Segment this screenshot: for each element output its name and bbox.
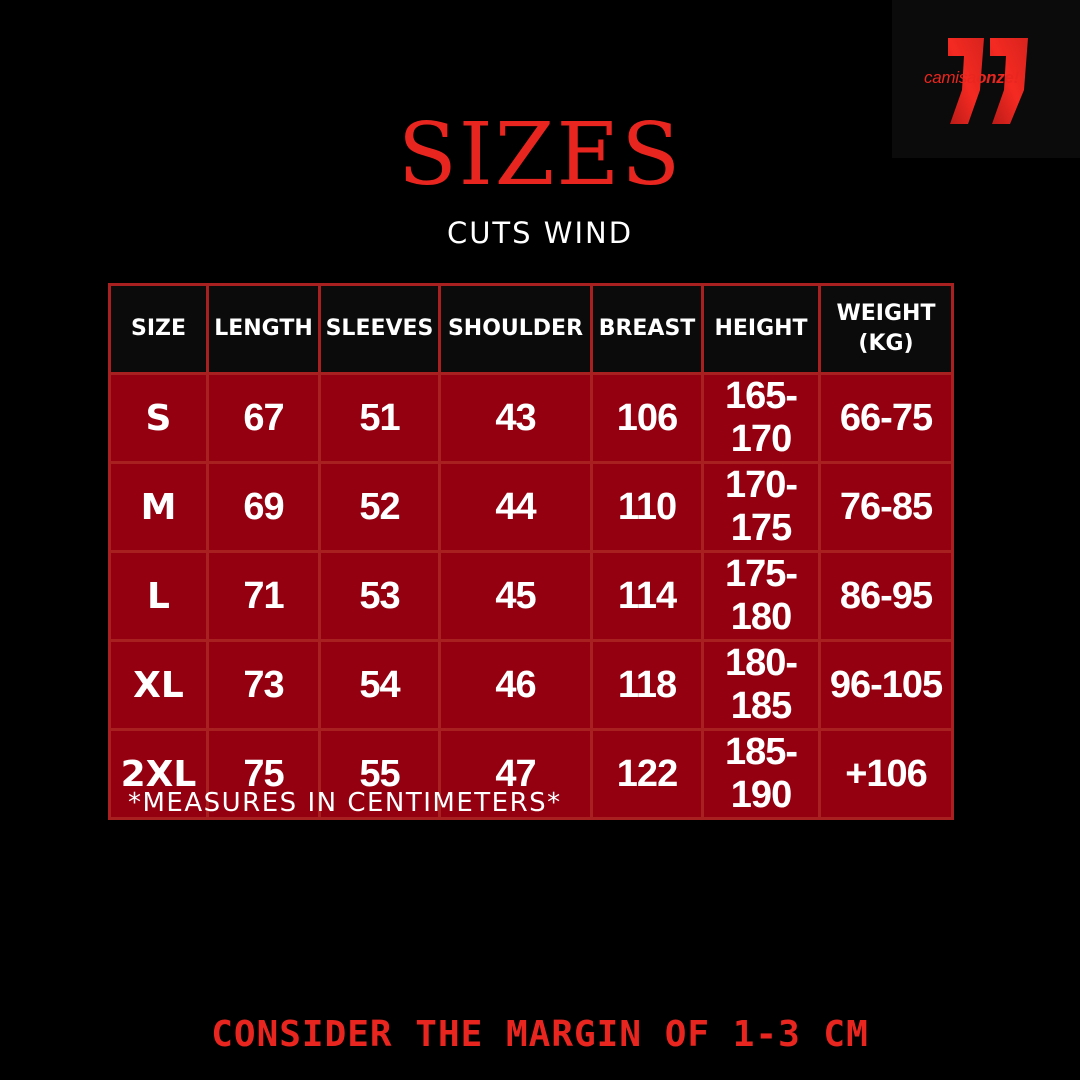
cell-sleeves: 52 [318, 461, 441, 553]
cell-shoulder: 46 [438, 639, 593, 731]
cell-length: 67 [206, 372, 321, 464]
cell-size: S [108, 372, 209, 464]
cell-size: M [108, 461, 209, 553]
table-header-row: SIZE LENGTH SLEEVES SHOULDER BREAST HEIG… [108, 283, 954, 375]
cell-value: 165-170 [724, 375, 798, 460]
cell-value: 55 [359, 752, 400, 795]
cell-value: 76-85 [839, 485, 933, 528]
header-shoulder: SHOULDER [438, 283, 593, 375]
cell-value: 180-185 [724, 642, 798, 727]
table-row: L 71 53 45 114 175-180 86-95 [108, 550, 954, 642]
page-subtitle: CUTS WIND [446, 216, 634, 250]
logo-text-light: camisa [924, 68, 977, 87]
cell-value: 71 [243, 574, 284, 617]
cell-value: 114 [617, 574, 677, 617]
cell-shoulder: 47 [438, 728, 593, 820]
cell-value: 118 [617, 663, 677, 706]
cell-value: 44 [495, 485, 536, 528]
cell-weight: 86-95 [818, 550, 954, 642]
logo-text-bold: onze! [976, 68, 1019, 87]
logo-wordmark: camisaonze! [924, 68, 1019, 88]
eleven-logo-icon [948, 38, 1028, 124]
cell-breast: 110 [590, 461, 704, 553]
header-length: LENGTH [206, 283, 321, 375]
cell-height: 180-185 [701, 639, 821, 731]
header-size: SIZE [108, 283, 209, 375]
cell-sleeves: 54 [318, 639, 441, 731]
cell-sleeves: 53 [318, 550, 441, 642]
table-row: 2XL 75 55 47 122 185-190 +106 [108, 728, 954, 820]
cell-value: 96-105 [829, 663, 943, 706]
cell-value: +106 [845, 752, 928, 795]
header-breast: BREAST [590, 283, 704, 375]
cell-value: 75 [243, 752, 284, 795]
cell-value: 69 [243, 485, 284, 528]
cell-height: 170-175 [701, 461, 821, 553]
cell-value: 110 [617, 485, 677, 528]
cell-breast: 118 [590, 639, 704, 731]
cell-value: 45 [495, 574, 536, 617]
cell-value: 170-175 [724, 464, 798, 549]
cell-size: L [108, 550, 209, 642]
cell-length: 73 [206, 639, 321, 731]
cell-weight: +106 [818, 728, 954, 820]
cell-value: 51 [359, 396, 400, 439]
cell-value: 122 [616, 752, 678, 795]
page-title: SIZES [397, 105, 683, 205]
cell-shoulder: 44 [438, 461, 593, 553]
cell-value: 185-190 [724, 731, 798, 816]
cell-value: 73 [243, 663, 284, 706]
header-sleeves: SLEEVES [318, 283, 441, 375]
size-table: SIZE LENGTH SLEEVES SHOULDER BREAST HEIG… [108, 283, 954, 820]
cell-value: 106 [616, 396, 678, 439]
cell-length: 75 [206, 728, 321, 820]
table-row: M 69 52 44 110 170-175 76-85 [108, 461, 954, 553]
cell-value: 52 [359, 485, 400, 528]
cell-size: XL [108, 639, 209, 731]
header-height: HEIGHT [701, 283, 821, 375]
cell-value: 67 [243, 396, 284, 439]
cell-shoulder: 43 [438, 372, 593, 464]
cell-length: 69 [206, 461, 321, 553]
cell-value: 53 [359, 574, 400, 617]
brand-logo: camisaonze! [892, 0, 1080, 158]
header-weight: WEIGHT (KG) [818, 283, 954, 375]
cell-value: 66-75 [839, 396, 933, 439]
cell-weight: 76-85 [818, 461, 954, 553]
margin-notice: CONSIDER THE MARGIN OF 1-3 CM [211, 1014, 869, 1055]
cell-value: 54 [359, 663, 400, 706]
cell-sleeves: 51 [318, 372, 441, 464]
cell-sleeves: 55 [318, 728, 441, 820]
cell-value: 46 [495, 663, 536, 706]
cell-shoulder: 45 [438, 550, 593, 642]
cell-height: 175-180 [701, 550, 821, 642]
cell-breast: 106 [590, 372, 704, 464]
table-row: XL 73 54 46 118 180-185 96-105 [108, 639, 954, 731]
cell-breast: 122 [590, 728, 704, 820]
cell-value: 86-95 [839, 574, 933, 617]
cell-value: 47 [495, 752, 536, 795]
cell-value: 43 [495, 396, 536, 439]
table-row: S 67 51 43 106 165-170 66-75 [108, 372, 954, 464]
cell-height: 185-190 [701, 728, 821, 820]
cell-value: 175-180 [724, 553, 798, 638]
cell-weight: 96-105 [818, 639, 954, 731]
cell-breast: 114 [590, 550, 704, 642]
measurement-note: *MEASURES IN CENTIMETERS* [128, 788, 562, 818]
cell-size: 2XL [108, 728, 209, 820]
cell-height: 165-170 [701, 372, 821, 464]
cell-length: 71 [206, 550, 321, 642]
cell-weight: 66-75 [818, 372, 954, 464]
